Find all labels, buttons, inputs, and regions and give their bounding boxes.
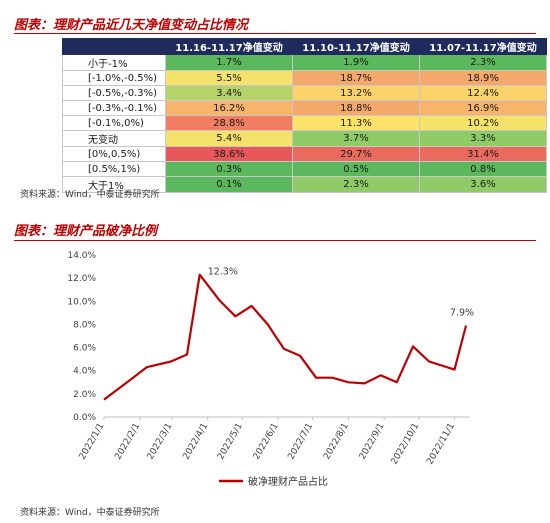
chart-source-note: 资料来源：Wind，中泰证券研究所 — [20, 508, 160, 518]
table-header-cell: 11.07-11.17净值变动 — [419, 38, 547, 55]
table-title-rule — [14, 33, 536, 34]
x-tick-label: 2022/4/1 — [181, 422, 210, 462]
table-figure-title: 图表：理财产品近几天净值变动占比情况 — [14, 18, 249, 33]
y-tick-label: 8.0% — [73, 320, 96, 330]
table-row: [-0.3%,-0.1%) 16.2% 18.8% 16.9% — [62, 100, 547, 116]
table-header-cell: 11.10-11.17净值变动 — [292, 38, 420, 55]
x-tick-label: 2022/3/1 — [146, 422, 175, 462]
nav-change-table: 11.16-11.17净值变动 11.10-11.17净值变动 11.07-11… — [62, 38, 547, 193]
value-cell: 16.9% — [419, 100, 547, 116]
line-chart: 0.0% 2.0% 4.0% 6.0% 8.0% 10.0% 12.0% 14.0% 2022… — [67, 251, 474, 488]
value-cell: 0.1% — [165, 176, 293, 193]
row-label: [-0.3%,-0.1%) — [62, 100, 166, 116]
y-tick-label: 2.0% — [73, 390, 96, 400]
x-axis: 2022/1/1 2022/2/1 2022/3/1 2022/4/1 2022/5/1… — [78, 416, 470, 467]
table-row: 小于-1% 1.7% 1.9% 2.3% — [62, 54, 547, 71]
value-cell: 1.9% — [292, 54, 420, 71]
value-cell: 18.9% — [419, 70, 547, 86]
row-label: [-0.1%,0%) — [62, 115, 166, 131]
series-line — [103, 273, 468, 401]
x-tick-label: 2022/6/1 — [252, 422, 281, 462]
value-cell: 28.8% — [165, 115, 293, 131]
y-tick-label: 6.0% — [73, 344, 96, 354]
x-tick-label: 2022/9/1 — [358, 422, 387, 462]
value-cell: 1.7% — [165, 54, 293, 71]
value-cell: 3.4% — [165, 85, 293, 101]
value-cell: 3.7% — [292, 130, 420, 147]
data-label: 12.3% — [208, 267, 238, 278]
chart-figure-title: 图表：理财产品破净比例 — [14, 224, 158, 239]
x-tick-label: 2022/10/1 — [390, 422, 422, 467]
y-axis: 0.0% 2.0% 4.0% 6.0% 8.0% 10.0% 12.0% 14.0% — [67, 251, 96, 423]
value-cell: 0.5% — [292, 161, 420, 177]
x-tick-label: 2022/8/1 — [322, 422, 351, 462]
y-tick-label: 0.0% — [73, 413, 96, 423]
row-label: [0%,0.5%) — [62, 146, 166, 162]
value-cell: 0.3% — [165, 161, 293, 177]
data-label: 7.9% — [450, 308, 474, 319]
table-row: [-1.0%,-0.5%) 5.5% 18.7% 18.9% — [62, 70, 547, 86]
value-cell: 3.6% — [419, 176, 547, 193]
table-header-row: 11.16-11.17净值变动 11.10-11.17净值变动 11.07-11… — [62, 38, 547, 55]
x-tick-label: 2022/5/1 — [216, 422, 245, 462]
value-cell: 11.3% — [292, 115, 420, 131]
value-cell: 16.2% — [165, 100, 293, 116]
x-tick-label: 2022/7/1 — [286, 422, 315, 462]
legend: 破净理财产品占比 — [219, 475, 328, 488]
y-tick-label: 10.0% — [67, 297, 96, 307]
value-cell: 10.2% — [419, 115, 547, 131]
value-cell: 13.2% — [292, 85, 420, 101]
legend-label: 破净理财产品占比 — [248, 475, 328, 488]
table-row: 无变动 5.4% 3.7% 3.3% — [62, 130, 547, 147]
table-row: [-0.1%,0%) 28.8% 11.3% 10.2% — [62, 115, 547, 131]
chart-title-rule — [14, 240, 536, 241]
value-cell: 5.4% — [165, 130, 293, 147]
row-label: [-1.0%,-0.5%) — [62, 70, 166, 86]
table-header-cell: 11.16-11.17净值变动 — [165, 38, 293, 55]
plot-area: 12.3% 7.9% — [103, 267, 474, 401]
table-header-cell — [62, 38, 166, 55]
row-label: [0.5%,1%) — [62, 161, 166, 177]
x-tick-label: 2022/11/1 — [425, 422, 457, 467]
value-cell: 38.6% — [165, 146, 293, 162]
table-row: [0%,0.5%) 38.6% 29.7% 31.4% — [62, 146, 547, 162]
row-label: 小于-1% — [62, 54, 166, 71]
value-cell: 31.4% — [419, 146, 547, 162]
x-tick-label: 2022/2/1 — [113, 422, 142, 462]
row-label: 大于1% — [62, 176, 166, 193]
value-cell: 5.5% — [165, 70, 293, 86]
value-cell: 12.4% — [419, 85, 547, 101]
y-tick-label: 14.0% — [67, 251, 96, 261]
row-label: [-0.5%,-0.3%) — [62, 85, 166, 101]
table-row: [-0.5%,-0.3%) 3.4% 13.2% 12.4% — [62, 85, 547, 101]
y-tick-label: 4.0% — [73, 367, 96, 377]
value-cell: 29.7% — [292, 146, 420, 162]
value-cell: 3.3% — [419, 130, 547, 147]
value-cell: 2.3% — [292, 176, 420, 193]
table-row: 大于1% 0.1% 2.3% 3.6% — [62, 176, 547, 193]
value-cell: 2.3% — [419, 54, 547, 71]
x-tick-label: 2022/1/1 — [78, 422, 107, 462]
y-tick-label: 12.0% — [67, 274, 96, 284]
value-cell: 18.7% — [292, 70, 420, 86]
value-cell: 0.8% — [419, 161, 547, 177]
table-row: [0.5%,1%) 0.3% 0.5% 0.8% — [62, 161, 547, 177]
table-source-note: 资料来源：Wind，中泰证券研究所 — [20, 190, 160, 200]
value-cell: 18.8% — [292, 100, 420, 116]
row-label: 无变动 — [62, 130, 166, 147]
